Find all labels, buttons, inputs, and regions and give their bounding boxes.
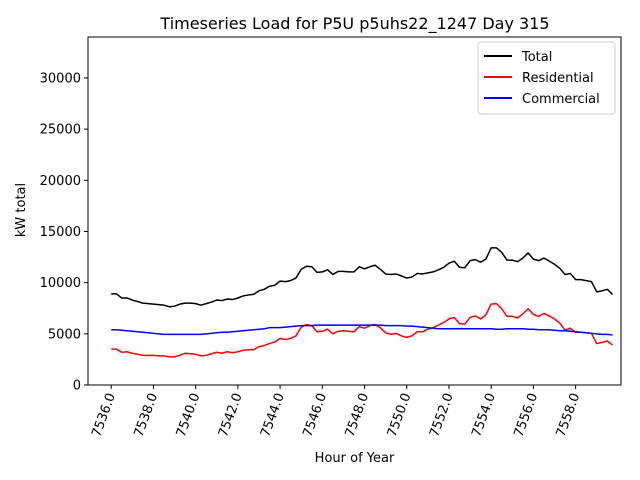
chart-title: Timeseries Load for P5U p5uhs22_1247 Day… [159, 14, 549, 34]
y-tick-label: 20000 [40, 174, 81, 189]
series-line-residential [111, 302, 614, 358]
legend-label-total: Total [521, 50, 552, 65]
series-line-total [111, 247, 614, 308]
x-axis-label: Hour of Year [315, 451, 395, 466]
series-line-commercial [111, 324, 613, 336]
axes-frame [87, 36, 622, 386]
legend: Total Residential Commercial [477, 41, 616, 115]
y-tick-label: 5000 [48, 327, 81, 342]
y-axis-ticks: 0 5000 10000 15000 20000 25000 30000 [40, 71, 88, 394]
legend-label-commercial: Commercial [522, 92, 600, 107]
y-tick-label: 30000 [40, 71, 81, 86]
plot-area [87, 36, 622, 386]
legend-box [477, 41, 616, 115]
legend-label-residential: Residential [522, 71, 594, 86]
y-tick-label: 25000 [40, 123, 81, 138]
y-tick-label: 15000 [40, 225, 81, 240]
y-axis-label: kW total [14, 183, 29, 237]
y-tick-label: 10000 [40, 276, 81, 291]
y-tick-label: 0 [73, 379, 81, 394]
